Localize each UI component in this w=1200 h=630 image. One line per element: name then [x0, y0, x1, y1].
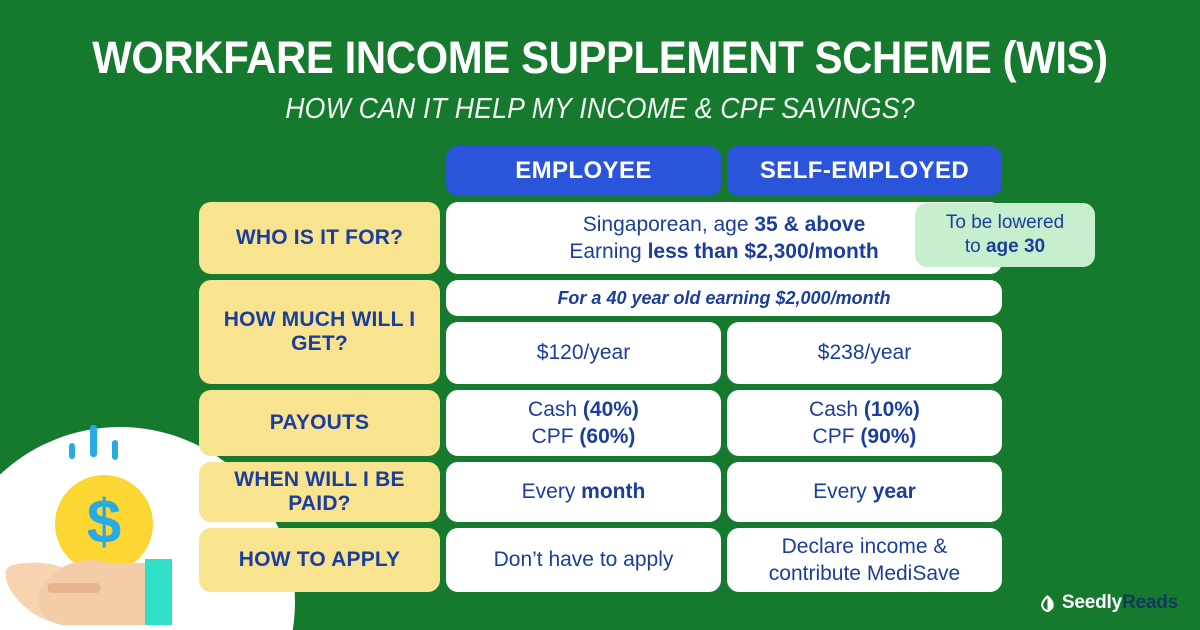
row-label-who-is-it-for: WHO IS IT FOR?	[199, 202, 440, 274]
table-row: WHEN WILL I BE PAID? Every month Every y…	[199, 462, 1002, 522]
cell-text-bold: (40%)	[582, 397, 639, 421]
sparkle-icon	[90, 425, 97, 457]
cell-text: Cash	[809, 397, 864, 421]
cell-text-bold: (10%)	[863, 397, 920, 421]
cell-text: CPF	[531, 425, 580, 448]
table-row: HOW TO APPLY Don’t have to apply Declare…	[199, 528, 1002, 592]
page-title: WORKFARE INCOME SUPPLEMENT SCHEME (WIS)	[92, 32, 1108, 83]
cell-self-employed-apply: Declare income & contribute MediSave	[727, 528, 1002, 592]
dollar-sign-icon: $	[86, 487, 122, 557]
callout-text-bold: age 30	[985, 236, 1046, 257]
logo-word-seedly: Seedly	[1061, 592, 1122, 613]
coin-icon: $	[55, 475, 153, 573]
cell-text-bold: (60%)	[579, 425, 636, 448]
table-subrow-values: $120/year $238/year	[446, 322, 1002, 384]
cell-self-employed-amount: $238/year	[727, 322, 1002, 384]
row-label-how-much-will-i-get: HOW MUCH WILL I GET?	[199, 280, 440, 384]
sparkle-icon	[112, 440, 118, 460]
page-subtitle: HOW CAN IT HELP MY INCOME & CPF SAVINGS?	[285, 93, 915, 125]
sleeve-shape	[145, 559, 172, 625]
logo-word-reads: Reads	[1121, 592, 1178, 613]
row-content-stack: For a 40 year old earning $2,000/month $…	[446, 280, 1002, 384]
cell-line: Singaporean, age 35 & above	[569, 211, 878, 238]
table-row: HOW MUCH WILL I GET? For a 40 year old e…	[199, 280, 1002, 384]
cell-self-employed-frequency: Every year	[727, 462, 1002, 522]
cell-line: Cash (10%)	[809, 396, 920, 423]
callout-text: to	[964, 236, 986, 257]
table-header-row: EMPLOYEE SELF-EMPLOYED	[199, 146, 1002, 196]
row-label-payouts: PAYOUTS	[199, 390, 440, 456]
cell-assumption-note: For a 40 year old earning $2,000/month	[446, 280, 1002, 316]
cell-line: Earning less than $2,300/month	[569, 238, 878, 265]
callout-line: to age 30	[946, 235, 1064, 259]
cell-text: Cash	[528, 397, 583, 421]
row-label-how-to-apply: HOW TO APPLY	[199, 528, 440, 592]
cell-employee-apply: Don’t have to apply	[446, 528, 721, 592]
table-row: PAYOUTS Cash (40%) CPF (60%) Cash (10%)	[199, 390, 1002, 456]
status-badge-age-change: To be lowered to age 30	[915, 203, 1095, 267]
table-subrow-note: For a 40 year old earning $2,000/month	[446, 280, 1002, 316]
cell-text: CPF	[812, 425, 861, 448]
corner-spacer	[199, 146, 440, 196]
cell-employee-frequency: Every month	[446, 462, 721, 522]
cell-line: CPF (90%)	[809, 423, 920, 450]
cell-text-bold: 35 & above	[754, 212, 866, 236]
row-label-when-will-i-be-paid: WHEN WILL I BE PAID?	[199, 462, 440, 522]
cell-who-is-it-for-spanning: Singaporean, age 35 & above Earning less…	[446, 202, 1002, 274]
cell-text: Singaporean, age	[582, 212, 755, 236]
cell-text-bold: less than $2,300/month	[647, 240, 879, 263]
cell-line: Every month	[522, 478, 646, 505]
logo-wordmark: SeedlyReads	[1062, 592, 1178, 614]
comparison-table: EMPLOYEE SELF-EMPLOYED WHO IS IT FOR? Si…	[199, 146, 1002, 592]
cell-line: contribute MediSave	[768, 562, 961, 585]
cell-text-bold: year	[872, 480, 916, 504]
cell-line: Every year	[813, 478, 916, 505]
cell-employee-amount: $120/year	[446, 322, 721, 384]
cell-text: Earning	[569, 240, 648, 263]
cell-text: Every	[521, 480, 582, 504]
cell-employee-payouts: Cash (40%) CPF (60%)	[446, 390, 721, 456]
column-header-self-employed[interactable]: SELF-EMPLOYED	[727, 146, 1002, 196]
cell-line: Cash (40%)	[528, 396, 639, 423]
table-row: WHO IS IT FOR? Singaporean, age 35 & abo…	[199, 202, 1002, 274]
callout-line: To be lowered	[945, 212, 1065, 234]
seedly-leaf-icon	[1041, 594, 1054, 612]
column-header-employee[interactable]: EMPLOYEE	[446, 146, 721, 196]
hand-shape	[5, 560, 161, 625]
cell-text: Every	[813, 480, 873, 504]
cell-self-employed-payouts: Cash (10%) CPF (90%)	[727, 390, 1002, 456]
cell-text-bold: (90%)	[860, 425, 917, 448]
cell-text-bold: month	[581, 480, 646, 504]
cell-line: CPF (60%)	[528, 423, 639, 450]
hand-icon	[0, 545, 300, 630]
seedly-reads-logo[interactable]: SeedlyReads	[1038, 592, 1178, 614]
sparkle-icon	[69, 443, 75, 459]
cell-line: Declare income &	[781, 534, 948, 558]
